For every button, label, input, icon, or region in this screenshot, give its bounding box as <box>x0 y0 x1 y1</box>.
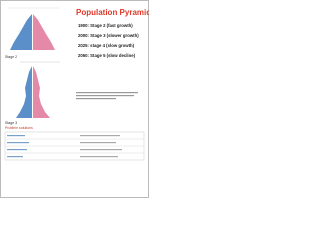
stage-item: 1900: Stage 2 (fast growth) <box>78 23 133 28</box>
pyramid-2 <box>16 61 60 118</box>
stage-item: 2000: Stage 3 (slower growth) <box>78 33 139 38</box>
stage-item: 2025: stage 4 (slow growth) <box>78 43 135 48</box>
male-bars <box>10 14 32 50</box>
female-bars <box>33 14 55 50</box>
page: Stage 2 Stage 3 Population Pyramid 1900:… <box>0 0 149 198</box>
pyramid-label: Stage 2 <box>5 55 17 59</box>
paragraph <box>76 92 138 100</box>
table <box>4 131 145 161</box>
stage-item: 2050: Stage 5 (slow decline) <box>78 53 136 58</box>
title: Population Pyramid <box>76 8 149 17</box>
pyramid-label: Stage 3 <box>5 121 17 125</box>
female-bars <box>33 66 50 118</box>
table-title: Problem solutions <box>5 126 33 130</box>
pyramid-1 <box>8 7 60 50</box>
male-bars <box>16 66 32 118</box>
